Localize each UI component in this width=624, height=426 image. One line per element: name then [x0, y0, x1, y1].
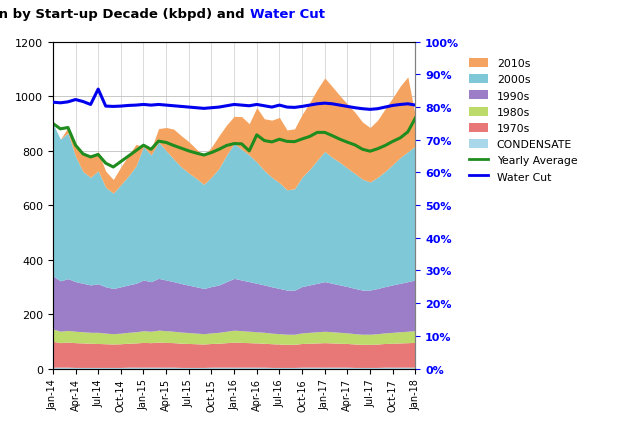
- Legend: 2010s, 2000s, 1990s, 1980s, 1970s, CONDENSATE, Yearly Average, Water Cut: 2010s, 2000s, 1990s, 1980s, 1970s, CONDE…: [464, 55, 582, 187]
- Text: Water Cut: Water Cut: [250, 9, 324, 21]
- Text: UK C&C Production by Start-up Decade (kbpd) and: UK C&C Production by Start-up Decade (kb…: [0, 9, 250, 21]
